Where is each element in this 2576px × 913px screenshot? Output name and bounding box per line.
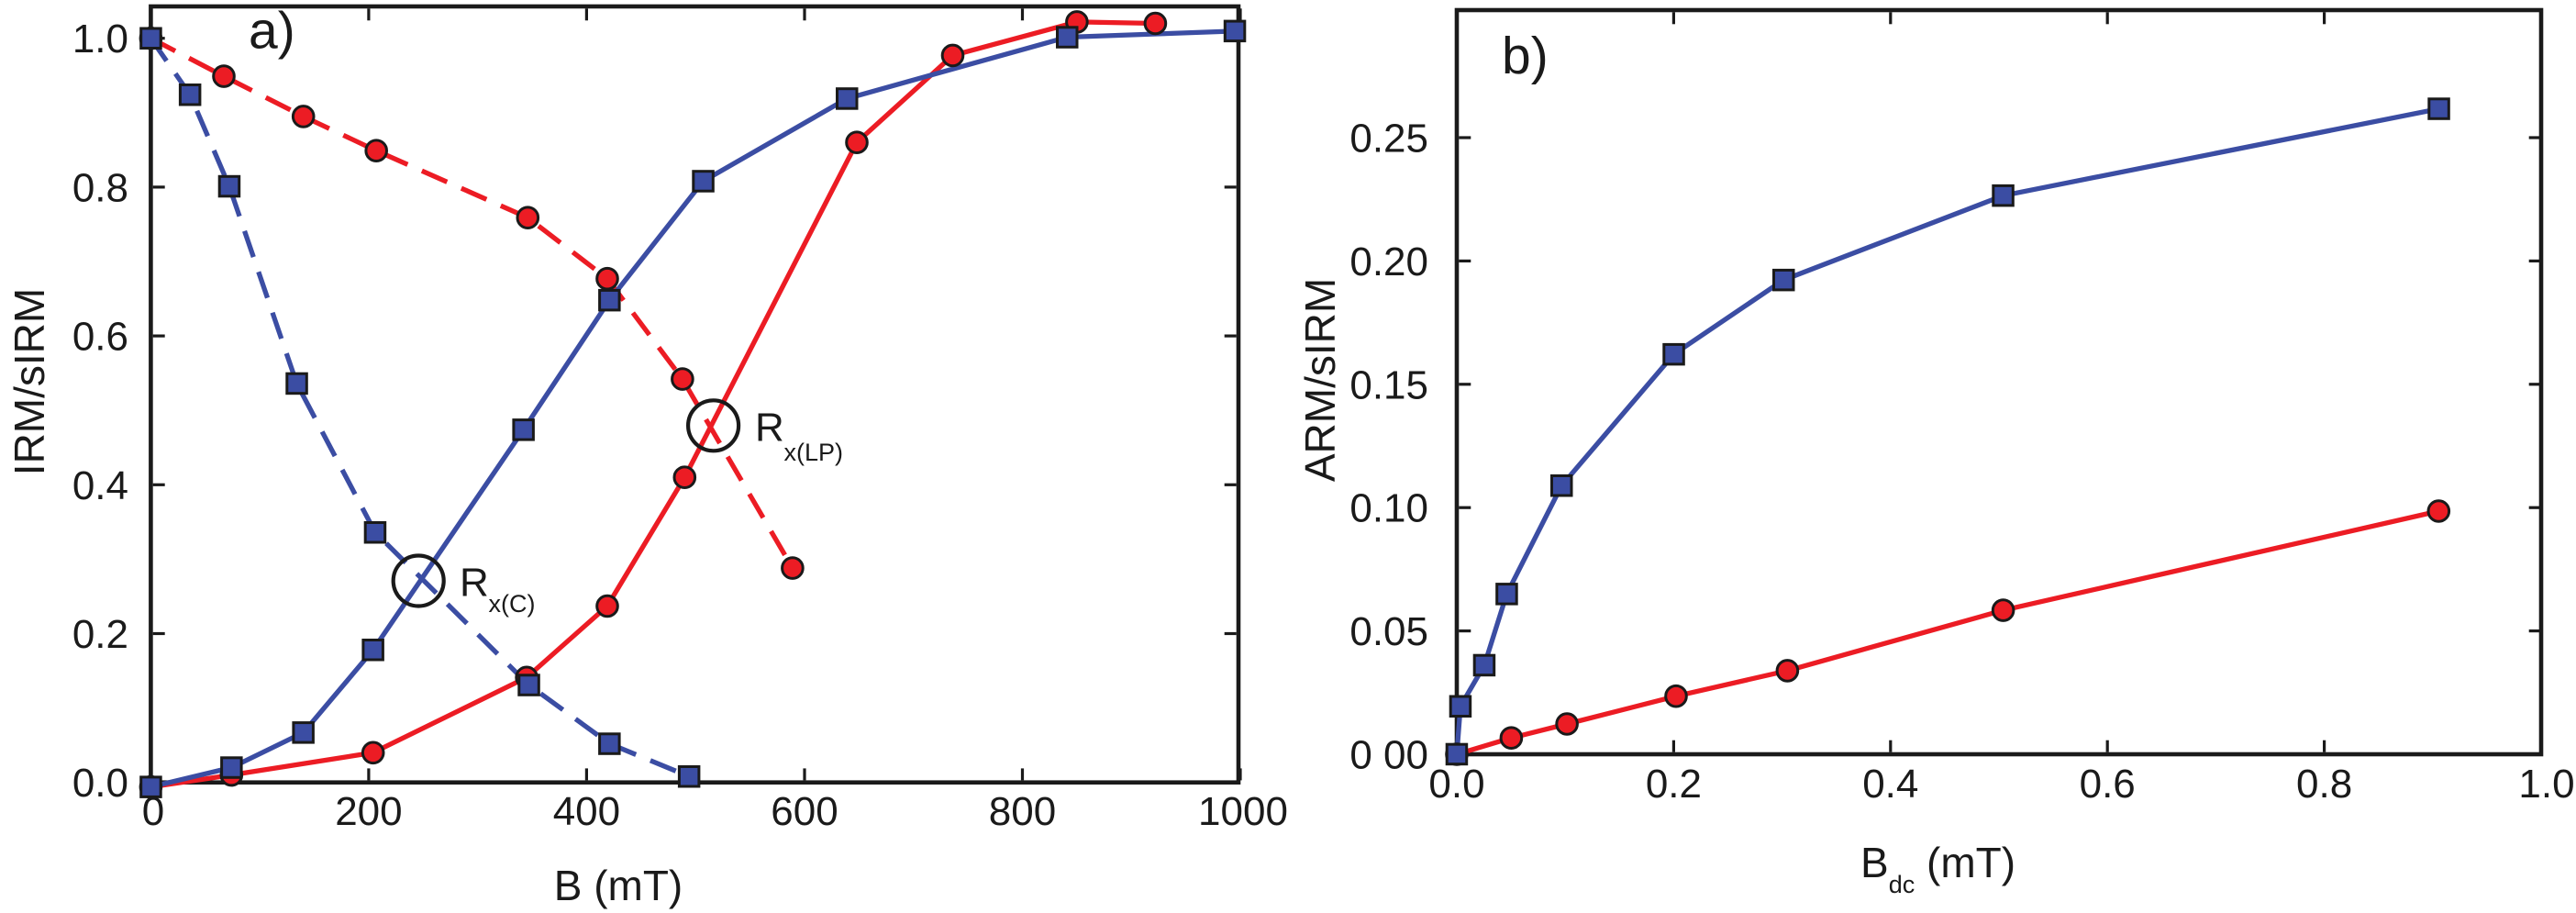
svg-text:0.4: 0.4 — [1862, 762, 1918, 807]
svg-text:200: 200 — [335, 789, 402, 834]
svg-text:0.25: 0.25 — [1349, 117, 1428, 161]
svg-text:ARM/sIRM: ARM/sIRM — [1296, 278, 1344, 482]
svg-text:0.8: 0.8 — [72, 165, 128, 210]
svg-text:0.0: 0.0 — [1428, 762, 1484, 807]
svg-text:0.6: 0.6 — [2080, 762, 2136, 807]
svg-text:x(LP): x(LP) — [784, 439, 844, 466]
svg-text:0: 0 — [142, 789, 164, 834]
svg-text:1.0: 1.0 — [72, 17, 128, 61]
svg-text:b): b) — [1502, 27, 1549, 85]
svg-text:0.4: 0.4 — [72, 463, 128, 508]
svg-text:600: 600 — [771, 789, 838, 834]
svg-text:a): a) — [249, 2, 295, 61]
svg-text:R: R — [460, 561, 489, 606]
svg-text:0.8: 0.8 — [2296, 762, 2352, 807]
svg-text:0.20: 0.20 — [1349, 239, 1428, 284]
svg-text:0.0: 0.0 — [72, 761, 128, 806]
svg-text:R: R — [755, 406, 784, 451]
svg-text:1.0: 1.0 — [2518, 762, 2574, 807]
svg-text:0 00: 0 00 — [1349, 733, 1428, 778]
svg-text:B (mT): B (mT) — [554, 862, 683, 909]
svg-text:0.10: 0.10 — [1349, 486, 1428, 531]
svg-text:IRM/sIRM: IRM/sIRM — [6, 288, 53, 475]
svg-text:0.6: 0.6 — [72, 315, 128, 360]
svg-text:0.15: 0.15 — [1349, 362, 1428, 407]
svg-text:0.05: 0.05 — [1349, 609, 1428, 654]
svg-text:800: 800 — [989, 789, 1056, 834]
svg-text:0.2: 0.2 — [72, 612, 128, 657]
svg-text:1000: 1000 — [1198, 789, 1288, 834]
svg-text:0.2: 0.2 — [1646, 762, 1702, 807]
svg-text:400: 400 — [553, 789, 620, 834]
svg-text:x(C): x(C) — [489, 590, 536, 618]
